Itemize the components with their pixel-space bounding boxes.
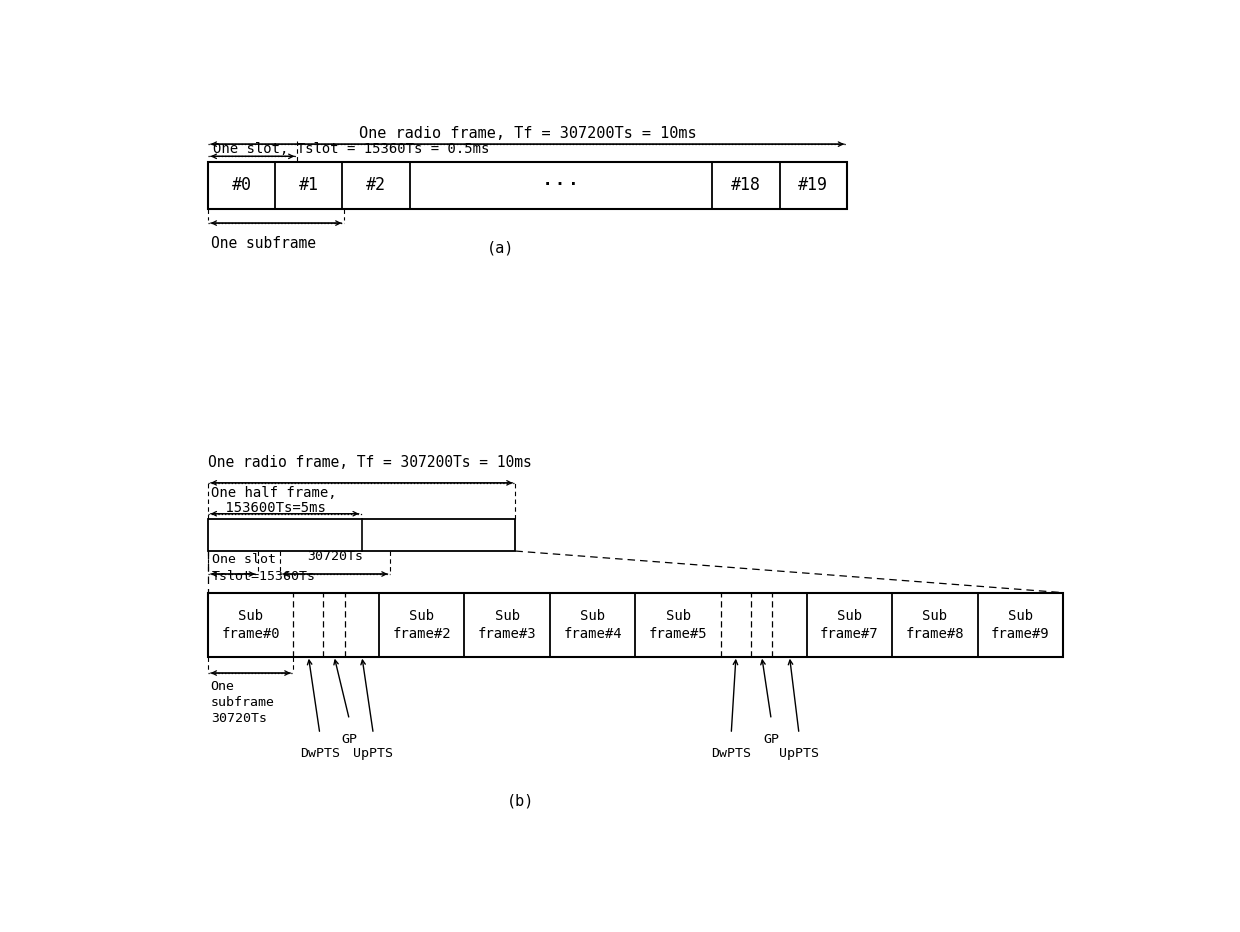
Text: #1: #1 (299, 176, 319, 195)
Text: One: One (211, 680, 234, 693)
Text: GP: GP (341, 733, 357, 746)
Text: One radio frame, Tf = 307200Ts = 10ms: One radio frame, Tf = 307200Ts = 10ms (208, 455, 532, 471)
Text: subframe: subframe (211, 696, 275, 709)
Text: #19: #19 (799, 176, 828, 195)
Text: UpPTS: UpPTS (779, 747, 820, 760)
Text: #2: #2 (366, 176, 386, 195)
Text: Sub
frame#5: Sub frame#5 (649, 610, 708, 640)
Text: DwPTS: DwPTS (300, 747, 340, 760)
Text: Tslot=15360Ts: Tslot=15360Ts (212, 569, 316, 582)
Text: 30720Ts: 30720Ts (211, 712, 267, 725)
Bar (208, 162, 847, 209)
Bar (208, 519, 516, 551)
Text: Sub
frame#8: Sub frame#8 (905, 610, 965, 640)
Text: #0: #0 (232, 176, 252, 195)
Text: One slot, Tslot = 15360Ts = 0.5ms: One slot, Tslot = 15360Ts = 0.5ms (213, 143, 489, 157)
Text: Sub
frame#0: Sub frame#0 (221, 610, 280, 640)
Text: One subframe: One subframe (211, 236, 316, 251)
Text: One slot: One slot (212, 554, 275, 566)
Text: (a): (a) (487, 240, 515, 255)
Text: Sub
frame#9: Sub frame#9 (991, 610, 1050, 640)
Text: Sub
frame#7: Sub frame#7 (820, 610, 879, 640)
Text: Sub
frame#3: Sub frame#3 (477, 610, 537, 640)
Text: GP: GP (764, 733, 779, 746)
Text: 153600Ts=5ms: 153600Ts=5ms (217, 501, 326, 515)
Text: DwPTS: DwPTS (712, 747, 751, 760)
Text: One half frame,: One half frame, (211, 486, 336, 500)
Text: One radio frame, Tf = 307200Ts = 10ms: One radio frame, Tf = 307200Ts = 10ms (358, 126, 696, 141)
Text: Sub
frame#4: Sub frame#4 (563, 610, 622, 640)
Text: Sub
frame#2: Sub frame#2 (392, 610, 451, 640)
Text: ···: ··· (541, 175, 582, 196)
Text: UpPTS: UpPTS (353, 747, 393, 760)
Text: 30720Ts: 30720Ts (308, 550, 363, 563)
Text: (b): (b) (506, 793, 534, 808)
Bar (208, 593, 1063, 657)
Text: #18: #18 (732, 176, 761, 195)
